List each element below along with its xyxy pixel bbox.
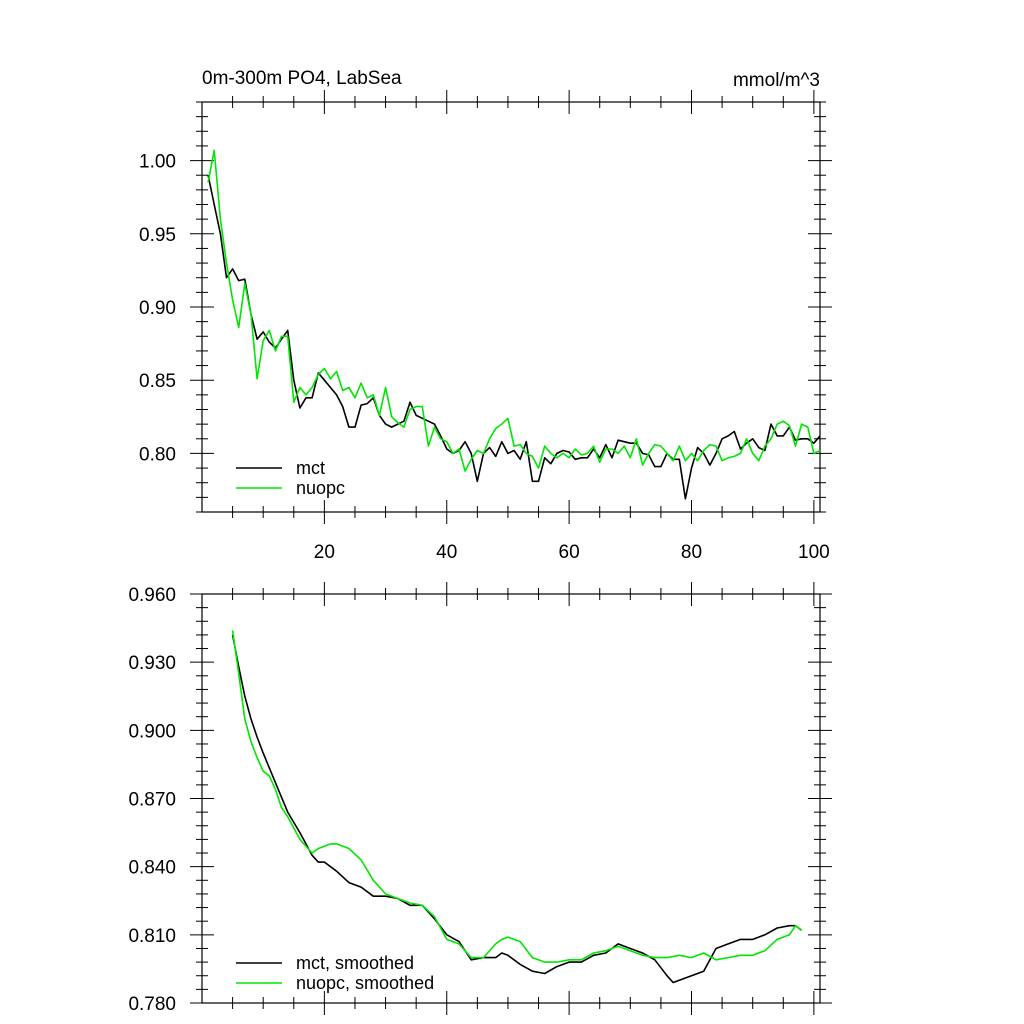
x-tick-label: 80 [681, 542, 702, 563]
x-tick-label: 40 [436, 542, 457, 563]
y-tick-label: 0.85 [139, 371, 176, 392]
series-line-nuopc-smoothed [231, 630, 803, 963]
y-tick-label: 0.95 [139, 225, 176, 246]
y-tick-label: 0.840 [128, 858, 176, 879]
plot-frame [201, 593, 821, 1004]
chart-title: 0m-300m PO4, LabSea [202, 68, 402, 89]
legend-label: mct [296, 458, 325, 478]
legend-label: mct, smoothed [296, 953, 414, 973]
x-tick-label: 60 [559, 542, 580, 563]
legend-label: nuopc [296, 478, 345, 498]
y-tick-label: 0.90 [139, 298, 176, 319]
series-line-mct [207, 175, 821, 500]
series-line-nuopc [207, 149, 821, 472]
x-tick-label: 100 [798, 542, 830, 563]
chart-units: mmol/m^3 [733, 70, 820, 91]
y-tick-label: 0.810 [128, 926, 176, 947]
y-tick-label: 0.960 [128, 585, 176, 606]
x-tick-label: 20 [314, 542, 335, 563]
y-tick-label: 0.780 [128, 994, 176, 1015]
y-tick-label: 0.870 [128, 790, 176, 811]
series-line-mct-smoothed [231, 634, 803, 984]
y-tick-label: 0.80 [139, 444, 176, 465]
y-tick-label: 1.00 [139, 152, 176, 173]
y-tick-label: 0.930 [128, 653, 176, 674]
bottom-panel: 0.780 0.810 0.840 0.870 0.900 0.930 0.960 mct, … [128, 582, 832, 1015]
y-tick-label: 0.900 [128, 721, 176, 742]
legend-label: nuopc, smoothed [296, 973, 434, 993]
plot-frame [201, 101, 821, 513]
